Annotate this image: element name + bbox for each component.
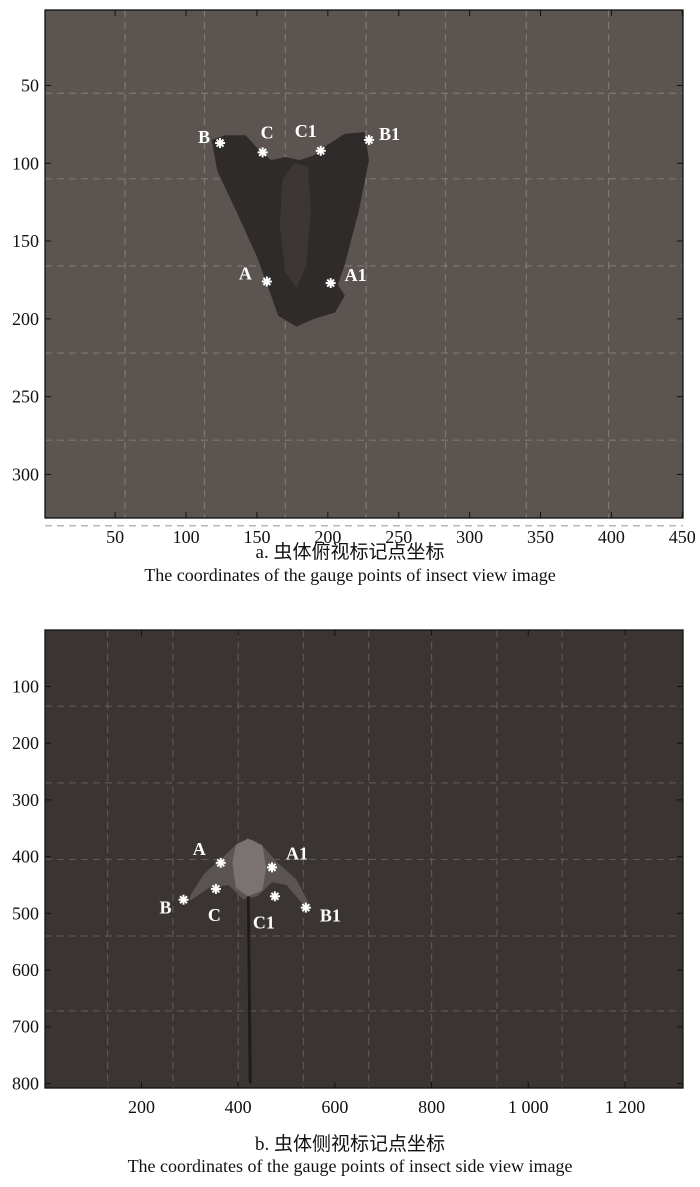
point-label: A1 <box>286 843 308 863</box>
y-tick-label: 500 <box>12 903 39 923</box>
asterisk-marker-icon <box>258 148 267 157</box>
point-label: C1 <box>253 912 275 932</box>
asterisk-marker-icon <box>211 884 221 894</box>
insect-silhouette <box>246 896 252 1084</box>
x-tick-label: 400 <box>225 1097 252 1117</box>
gauge-point-C: C <box>208 883 221 925</box>
y-tick-label: 100 <box>12 676 39 696</box>
x-tick-label: 300 <box>456 527 483 547</box>
x-tick-label: 600 <box>321 1097 348 1117</box>
x-tick-label: 800 <box>418 1097 445 1117</box>
asterisk-marker-icon <box>326 278 335 288</box>
caption-b-zh: b. 虫体侧视标记点坐标 <box>254 1134 445 1155</box>
gauge-point-C: C <box>257 122 274 158</box>
y-tick-label: 100 <box>12 153 39 173</box>
gauge-point-A: A <box>193 839 226 868</box>
gauge-point-B: B <box>198 127 226 149</box>
y-tick-label: 700 <box>12 1017 39 1037</box>
point-label: C1 <box>295 121 317 141</box>
y-tick-label: 150 <box>12 231 39 251</box>
gauge-point-B1: B1 <box>300 902 341 926</box>
x-tick-label: 50 <box>106 527 124 547</box>
asterisk-marker-icon <box>301 903 311 912</box>
asterisk-marker-icon <box>262 277 272 286</box>
caption-a-zh: a. 虫体俯视标记点坐标 <box>255 542 445 563</box>
gauge-point-A1: A1 <box>267 843 308 873</box>
point-label: A <box>239 264 252 284</box>
y-tick-label: 200 <box>12 733 39 753</box>
x-tick-label: 100 <box>173 527 200 547</box>
caption-a-en: The coordinates of the gauge points of i… <box>144 565 556 585</box>
point-label: B1 <box>320 906 341 926</box>
asterisk-marker-icon <box>270 892 280 901</box>
y-tick-label: 600 <box>12 960 39 980</box>
gauge-point-C1: C1 <box>253 891 280 932</box>
point-label: A1 <box>345 265 367 285</box>
x-tick-label: 400 <box>598 527 625 547</box>
x-tick-label: 1 000 <box>508 1097 549 1117</box>
x-tick-label: 200 <box>128 1097 155 1117</box>
point-label: B <box>160 898 172 918</box>
axes-frame <box>44 629 684 1089</box>
asterisk-marker-icon <box>316 146 325 156</box>
x-tick-label: 450 <box>669 527 696 547</box>
panel-a: 50 100 150 200 250 300 350 400 450 50 100 150 200 250… <box>12 9 696 547</box>
photo-background <box>45 10 683 518</box>
x-tick-label: 150 <box>243 527 270 547</box>
point-label: C <box>261 122 274 142</box>
point-label: B <box>198 127 210 147</box>
axes-frame <box>44 9 684 519</box>
gauge-point-A: A <box>239 264 272 287</box>
y-tick-label: 250 <box>12 387 39 407</box>
y-tick-label: 300 <box>12 790 39 810</box>
x-tick-label: 250 <box>385 527 412 547</box>
gauge-point-B1: B1 <box>363 124 400 145</box>
x-tick-label: 200 <box>314 527 341 547</box>
x-tick-label: 1 200 <box>605 1097 646 1117</box>
point-label: B1 <box>379 124 400 144</box>
y-tick-label: 200 <box>12 309 39 329</box>
asterisk-marker-icon <box>179 895 188 904</box>
insect-silhouette <box>279 163 311 288</box>
asterisk-marker-icon <box>216 858 225 868</box>
panel-b: 200 400 600 800 1 000 1 200 100 200 300 400 500 600… <box>12 629 684 1117</box>
gauge-point-B: B <box>160 894 189 918</box>
gauge-point-C1: C1 <box>295 121 326 156</box>
asterisk-marker-icon <box>267 863 277 872</box>
x-tick-label: 350 <box>527 527 554 547</box>
y-tick-label: 300 <box>12 464 39 484</box>
point-label: A <box>193 839 206 859</box>
gauge-point-A1: A1 <box>325 265 367 289</box>
insect-silhouette <box>232 838 267 897</box>
y-tick-label: 50 <box>21 75 39 95</box>
y-tick-label: 800 <box>12 1073 39 1093</box>
point-label: C <box>208 905 221 925</box>
asterisk-marker-icon <box>215 138 225 148</box>
asterisk-marker-icon <box>364 135 374 145</box>
y-tick-label: 400 <box>12 847 39 867</box>
caption-b-en: The coordinates of the gauge points of i… <box>127 1156 573 1176</box>
